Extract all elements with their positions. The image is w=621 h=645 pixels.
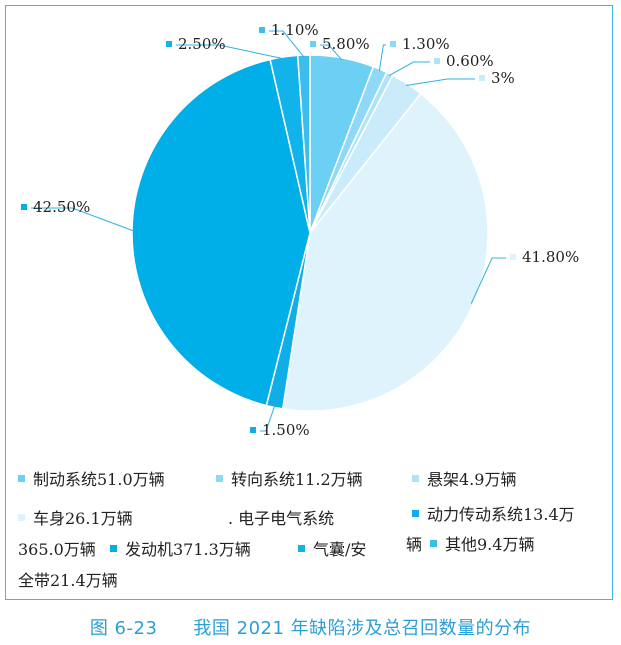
data-label: 3% [491,69,515,87]
legend-item-powertrain: 动力传动系统13.4万 [412,502,575,528]
legend-swatch [298,545,305,552]
legend-item-body: 车身26.1万辆 [18,506,133,532]
data-label-swatch [510,254,516,260]
data-label-swatch [21,204,27,210]
legend-swatch [18,514,25,521]
legend-item-airbag: 气囊/安 [298,537,366,563]
data-label: 1.30% [402,35,450,53]
data-label-swatch [434,58,440,64]
legend-item-electrical-cont: 365.0万辆 [18,537,96,563]
data-label: 2.50% [178,35,226,53]
legend-label: 车身26.1万辆 [33,509,133,528]
leader-line [31,207,135,232]
legend-label: 气囊/安 [313,540,367,559]
legend-swatch [412,475,419,482]
data-label-swatch [259,27,265,33]
legend-label: 其他9.4万辆 [445,535,535,554]
legend-label: 制动系统51.0万辆 [33,470,165,489]
pie-slice [296,54,311,234]
legend-swatch [110,545,117,552]
legend-label: 全带21.4万辆 [18,571,118,590]
legend-label: 365.0万辆 [18,540,96,559]
data-label-swatch [390,41,396,47]
legend-item-brake: 制动系统51.0万辆 [18,467,165,493]
pie-chart: 5.80% 1.30%0.60%3% 41.80% 1.50% 42.50% 2.50% 1… [21,21,579,439]
data-label: 42.50% [33,198,90,216]
data-label: 0.60% [446,52,494,70]
legend-label: 动力传动系统13.4万 [427,505,575,524]
figure-title: 我国 2021 年缺陷涉及总召回数量的分布 [193,618,532,639]
legend-item-powertrain-cont: 辆 [406,532,422,558]
leader-line [470,257,506,304]
legend-label: 辆 [406,535,423,554]
legend-swatch [430,540,437,547]
data-label: 1.50% [262,421,310,439]
leader-line [378,44,386,72]
legend-swatch [412,510,419,517]
legend-label: 发动机371.3万辆 [125,540,251,559]
data-label: 5.80% [322,35,370,53]
legend-swatch [18,475,25,482]
legend-item-other: 其他9.4万辆 [430,532,534,558]
legend-swatch [216,475,223,482]
legend-label: . 电子电气系统 [228,509,335,528]
pie-slice [131,58,311,407]
leader-line [260,405,276,432]
leader-line [176,44,285,60]
leader-line [388,61,430,77]
legend-item-steering: 转向系统11.2万辆 [216,467,363,493]
legend-label: 悬架4.9万辆 [427,470,517,489]
leader-line [320,44,343,61]
data-label-swatch [479,75,485,81]
data-label: 41.80% [522,248,579,266]
figure-caption: 图 6-23 我国 2021 年缺陷涉及总召回数量的分布 [0,614,621,640]
pie-slice [281,92,489,412]
legend-item-suspension: 悬架4.9万辆 [412,467,516,493]
legend-item-airbag-cont: 全带21.4万辆 [18,568,118,594]
data-label: 1.10% [271,21,319,39]
legend-item-engine: 发动机371.3万辆 [110,537,251,563]
leader-line [269,30,305,58]
figure-number: 图 6-23 [89,618,158,639]
legend-item-electrical: . 电子电气系统 [228,506,334,532]
data-label-swatch [250,427,256,433]
data-label-swatch [310,41,316,47]
data-label-swatch [166,41,172,47]
legend-label: 转向系统11.2万辆 [231,470,363,489]
leader-line [406,78,475,87]
chart-frame [5,5,613,600]
